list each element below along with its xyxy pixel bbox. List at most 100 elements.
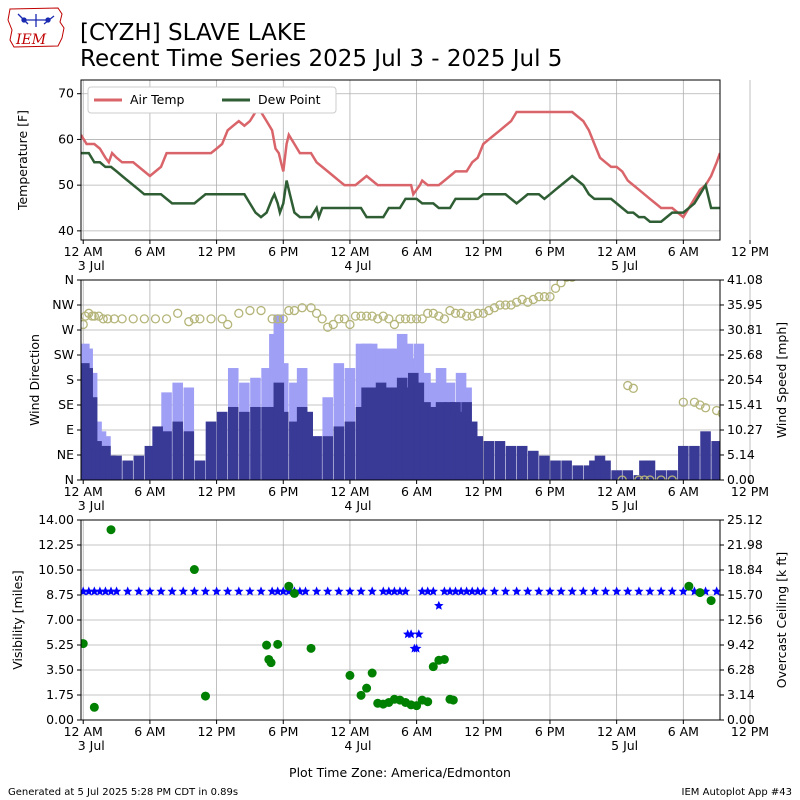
wind-direction-point	[234, 308, 244, 318]
wind-direction-point	[245, 305, 255, 316]
vis-tick-label: 1.75	[46, 687, 74, 702]
wind-direction-point	[81, 319, 88, 330]
wind-direction-point	[317, 314, 327, 324]
visibility-point	[200, 586, 211, 596]
wind-direction-point	[445, 305, 455, 316]
wind-speed-bar	[756, 431, 767, 480]
visibility-point	[211, 586, 222, 596]
wind-speed-bar	[391, 387, 402, 480]
visibility-point	[245, 586, 255, 596]
wind-direction-point	[311, 308, 322, 318]
ceiling-tick-label: 21.98	[727, 537, 763, 552]
wind-speed-tick-label: 35.95	[727, 297, 763, 312]
wind-direction-point	[623, 380, 633, 391]
wind-speed-bar	[428, 406, 439, 480]
wind-speed-bar	[289, 421, 300, 480]
vis-tick-label: 0.00	[46, 712, 74, 727]
footer-generated: Generated at 5 Jul 2025 5:28 PM CDT in 0…	[8, 787, 238, 798]
wind-xtick-label: 12 AM	[330, 484, 369, 499]
wind-direction-point	[345, 319, 355, 330]
wind-speed-bar	[413, 382, 425, 480]
wind-direction-point	[484, 305, 494, 316]
wind-speed-bar	[655, 470, 667, 480]
visibility-point	[178, 586, 188, 596]
wind-direction-point	[384, 314, 394, 324]
wind-direction-point	[289, 305, 300, 316]
wind-xtick-label: 12 AM	[64, 484, 103, 499]
wind-direction-point	[189, 314, 200, 324]
wind-direction-point	[700, 403, 711, 413]
visibility-point	[489, 586, 500, 596]
visibility-point	[417, 586, 427, 596]
wind-speed-bar	[494, 441, 506, 480]
ceiling-point	[284, 581, 294, 591]
wind-speed-bar	[375, 382, 387, 480]
wind-speed-bar	[133, 455, 145, 480]
wind-day-label: 4 Jul	[344, 498, 371, 513]
visibility-point	[473, 586, 483, 596]
wind-speed-bar	[633, 475, 645, 480]
ceiling-tick-label: 0.00	[727, 712, 755, 727]
temp-ytick-label: 50	[58, 177, 74, 192]
temperature-panel: 12 AM 6 AM 12 PM 6 PM 12 AM 6 AM 12 PM 6 PM 12 A…	[58, 79, 769, 273]
wind-direction-point	[184, 317, 194, 327]
vis-day-label: 4 Jul	[344, 738, 371, 753]
wind-speed-bar	[466, 421, 478, 480]
wind-xtick-label: 6 PM	[268, 484, 298, 499]
ceiling-tick-label: 12.56	[727, 612, 763, 627]
visibility-point	[478, 586, 488, 596]
temp-xtick-label: 12 AM	[597, 244, 636, 259]
visibility-point	[345, 586, 355, 596]
visibility-point	[156, 586, 166, 596]
visibility-point	[456, 586, 466, 596]
wind-speed-bar	[561, 460, 572, 480]
temp-ytick-label: 40	[58, 223, 74, 238]
wind-speed-bar	[450, 402, 461, 480]
visibility-point	[445, 586, 455, 596]
visibility-point	[323, 586, 333, 596]
iem-logo: IEM	[7, 7, 65, 48]
logo-text: IEM	[15, 32, 47, 48]
wind-direction-point	[473, 308, 483, 318]
visibility-point	[439, 586, 450, 596]
visibility-point	[145, 586, 155, 596]
wind-direction-point	[334, 314, 344, 324]
visibility-point	[500, 586, 511, 596]
air-temp-line	[81, 110, 720, 219]
wind-speed-bar	[105, 455, 117, 480]
visibility-point	[511, 586, 522, 596]
temp-xtick-label: 6 PM	[535, 244, 565, 259]
vis-xtick-label: 6 PM	[268, 724, 298, 739]
wind-speed-bar	[678, 445, 689, 480]
wind-gust-bar	[333, 363, 345, 480]
wind-direction-point	[284, 305, 294, 316]
visibility-point	[272, 586, 283, 596]
visibility-point	[523, 586, 533, 596]
ceiling-point	[367, 668, 377, 678]
visibility-ceiling-panel: 12 AM 6 AM 12 PM 6 PM 12 AM 6 AM 12 PM 6 PM 12 A…	[38, 512, 769, 753]
wind-speed-bar	[172, 421, 183, 480]
visibility-point	[84, 586, 94, 596]
wind-speed-bar	[528, 450, 539, 480]
visibility-point	[395, 586, 405, 596]
wind-day-label: 5 Jul	[611, 498, 638, 513]
wind-speed-bar	[122, 460, 133, 480]
ceiling-point	[266, 658, 276, 668]
ceiling-point	[81, 639, 88, 649]
vis-day-label: 5 Jul	[611, 738, 638, 753]
wind-speed-bar	[355, 406, 367, 480]
wind-direction-point	[150, 314, 161, 324]
wind-speed-bar	[152, 426, 163, 480]
wind-speed-bar	[322, 436, 333, 480]
vis-xtick-label: 12 AM	[64, 724, 103, 739]
ceiling-point	[412, 701, 422, 711]
visibility-point	[411, 643, 422, 653]
visibility-point	[234, 586, 244, 596]
wind-speed-tick-label: 30.81	[727, 322, 763, 337]
wind-speed-bar	[311, 436, 322, 480]
visibility-point	[222, 586, 233, 596]
wind-speed-bar	[644, 460, 656, 480]
ceiling-point	[684, 581, 694, 591]
wind-panel: 12 AM 6 AM 12 PM 6 PM 12 AM 6 AM 12 PM 6 PM 12 A…	[52, 272, 769, 513]
temp-xtick-label: 6 AM	[134, 244, 165, 259]
